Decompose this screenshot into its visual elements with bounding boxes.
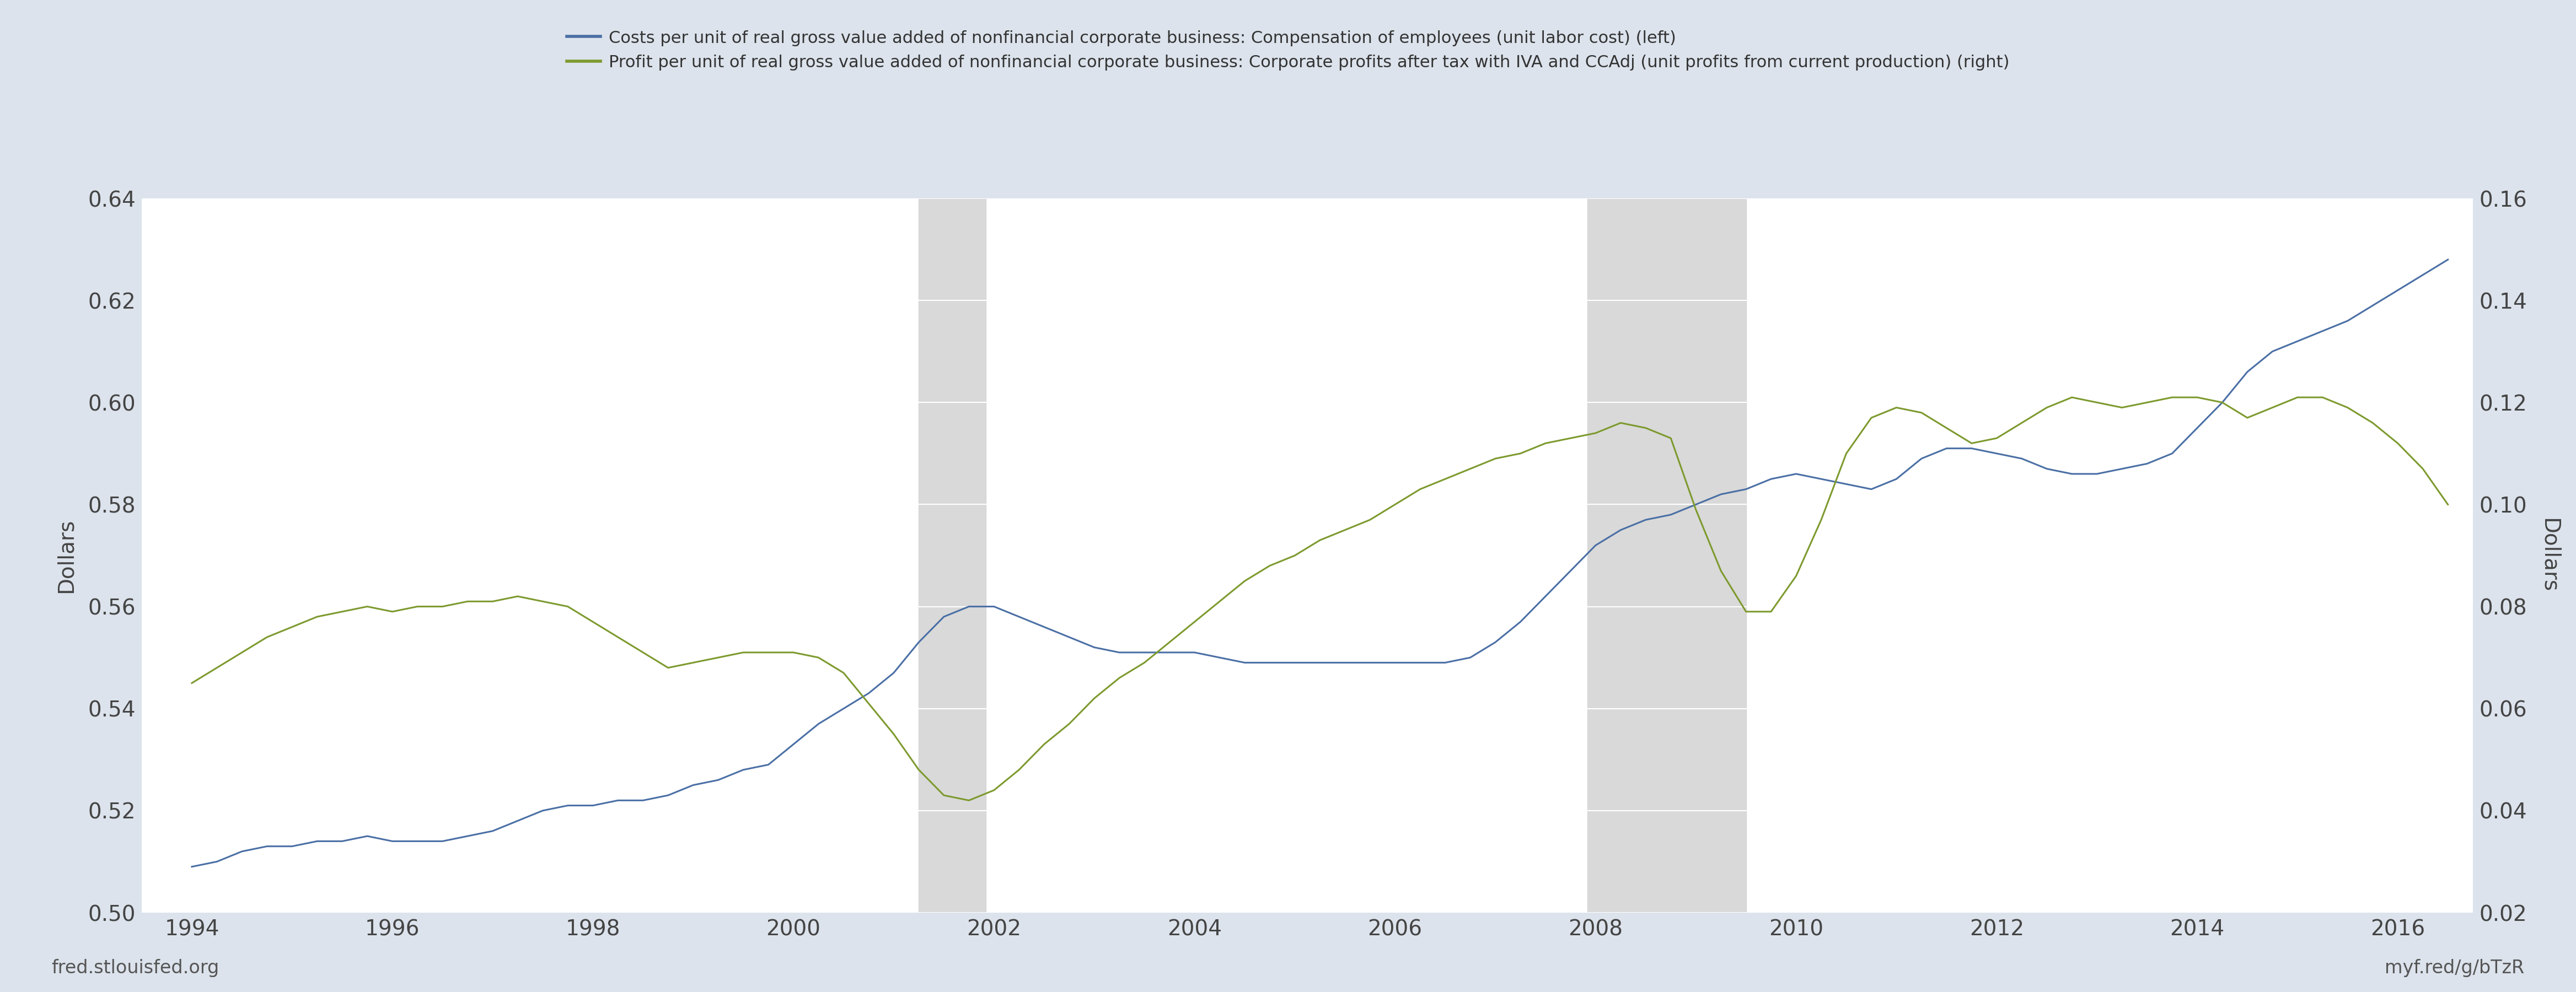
Text: myf.red/g/bTzR: myf.red/g/bTzR <box>2385 959 2524 977</box>
Legend: Costs per unit of real gross value added of nonfinancial corporate business: Com: Costs per unit of real gross value added… <box>559 23 2017 77</box>
Bar <box>1587 198 1747 913</box>
Text: fred.stlouisfed.org: fred.stlouisfed.org <box>52 959 219 977</box>
Bar <box>920 198 987 913</box>
Y-axis label: Dollars: Dollars <box>2537 518 2561 593</box>
Y-axis label: Dollars: Dollars <box>54 518 77 593</box>
